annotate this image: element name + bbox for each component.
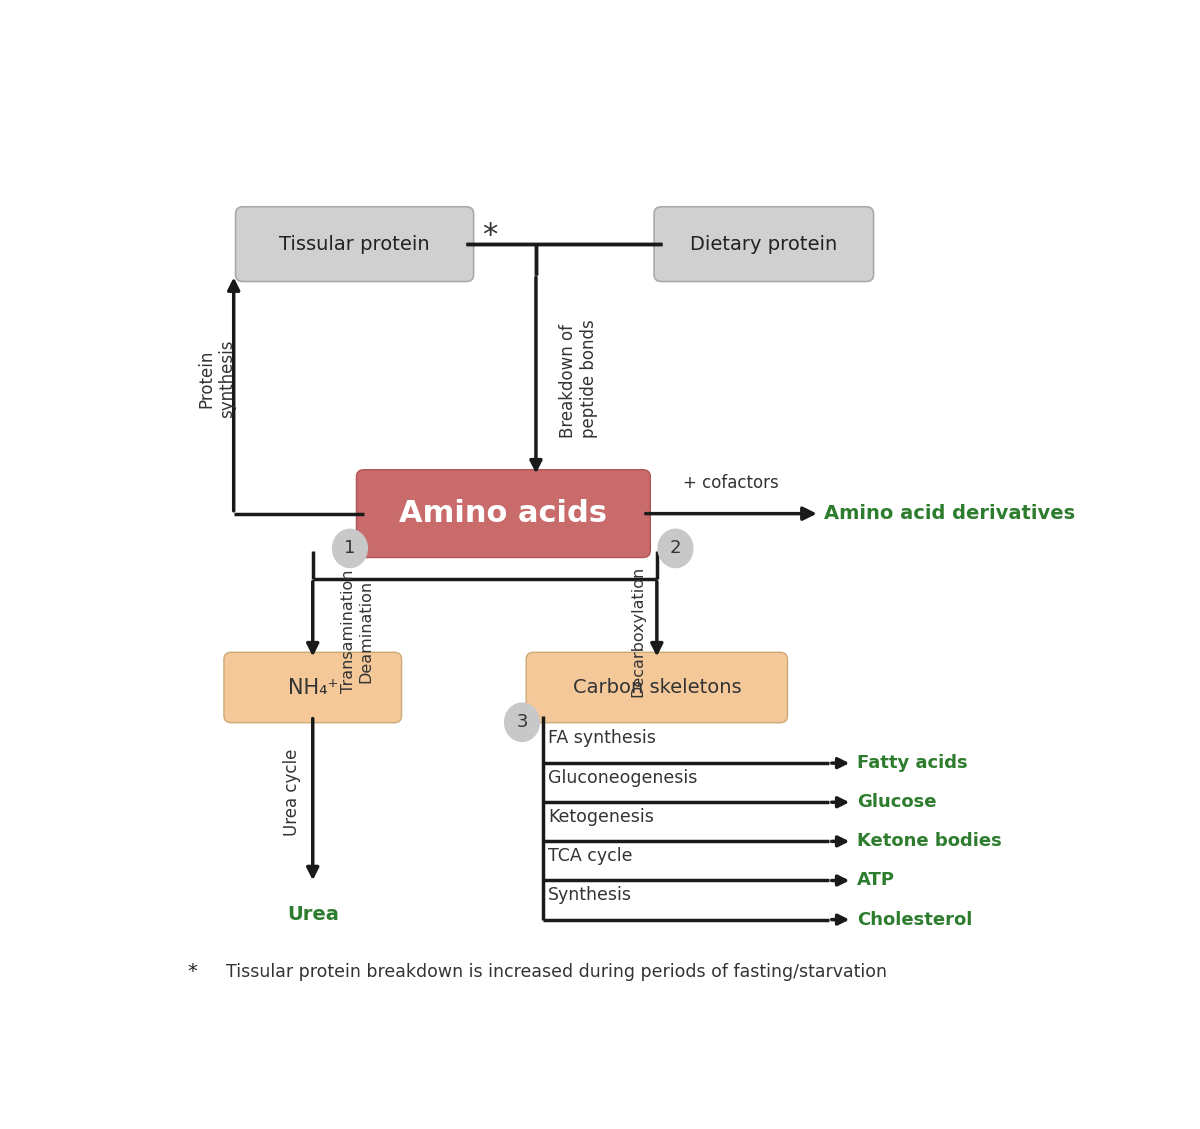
Text: Carbon skeletons: Carbon skeletons	[572, 679, 742, 697]
Text: 1: 1	[344, 540, 355, 558]
FancyBboxPatch shape	[654, 207, 874, 281]
Text: Tissular protein breakdown is increased during periods of fasting/starvation: Tissular protein breakdown is increased …	[215, 963, 887, 981]
Text: Urea cycle: Urea cycle	[283, 749, 301, 835]
Text: Cholesterol: Cholesterol	[857, 911, 972, 929]
Text: Tissular protein: Tissular protein	[280, 235, 430, 254]
Ellipse shape	[332, 530, 367, 568]
Text: Protein
synthesis: Protein synthesis	[198, 340, 236, 418]
FancyBboxPatch shape	[526, 653, 787, 723]
Text: Ketone bodies: Ketone bodies	[857, 832, 1002, 850]
Text: Amino acid derivatives: Amino acid derivatives	[824, 505, 1075, 523]
Text: Synthesis: Synthesis	[548, 886, 632, 904]
Text: Amino acids: Amino acids	[400, 499, 607, 528]
Text: *: *	[482, 221, 497, 250]
Text: Urea: Urea	[287, 904, 338, 924]
FancyBboxPatch shape	[235, 207, 474, 281]
FancyBboxPatch shape	[356, 470, 650, 558]
Ellipse shape	[505, 703, 539, 742]
Text: Fatty acids: Fatty acids	[857, 754, 967, 772]
FancyBboxPatch shape	[224, 653, 402, 723]
Text: *: *	[187, 962, 197, 981]
Text: Breakdown of
peptide bonds: Breakdown of peptide bonds	[559, 320, 598, 438]
Text: Glucose: Glucose	[857, 794, 936, 812]
Text: Decarboxylation: Decarboxylation	[631, 566, 646, 697]
Text: + cofactors: + cofactors	[683, 474, 779, 492]
Text: Gluconeogenesis: Gluconeogenesis	[548, 769, 697, 787]
Text: TCA cycle: TCA cycle	[548, 847, 632, 865]
Text: NH₄⁺: NH₄⁺	[288, 677, 338, 698]
Text: Transamination
Deamination: Transamination Deamination	[341, 569, 373, 693]
Ellipse shape	[658, 530, 692, 568]
Text: 2: 2	[670, 540, 682, 558]
Text: Dietary protein: Dietary protein	[690, 235, 838, 254]
Text: 3: 3	[516, 714, 528, 732]
Text: Ketogenesis: Ketogenesis	[548, 807, 654, 825]
Text: FA synthesis: FA synthesis	[548, 729, 656, 747]
Text: ATP: ATP	[857, 872, 895, 890]
